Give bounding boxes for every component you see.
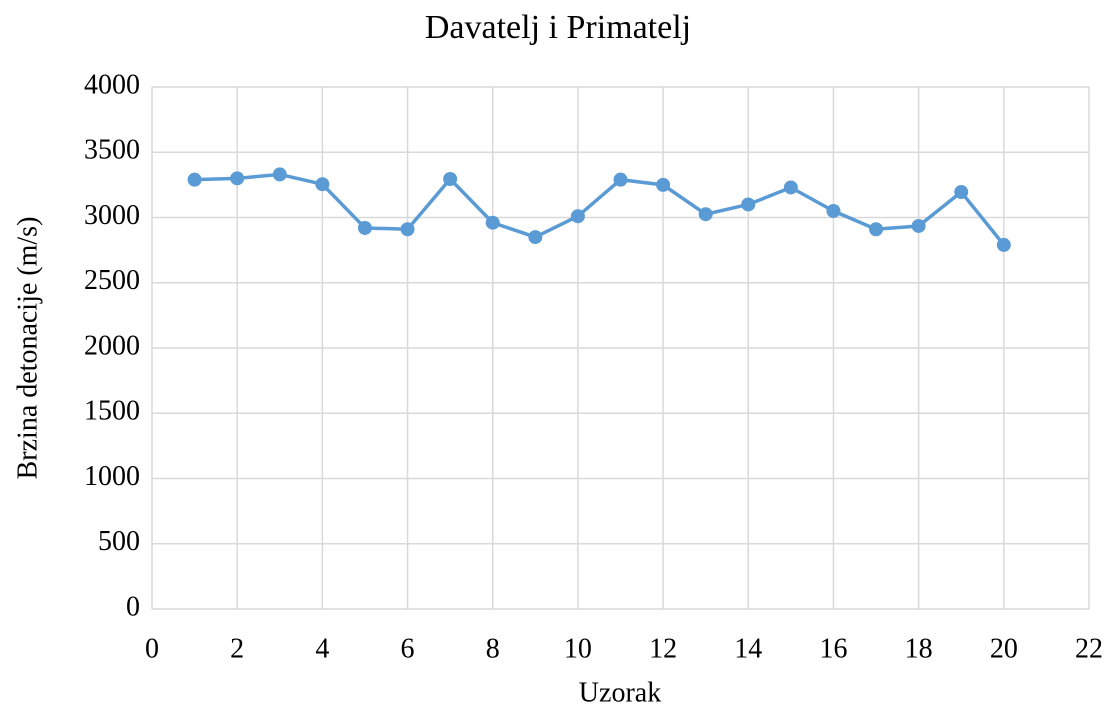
y-tick-label: 3500 bbox=[84, 135, 140, 166]
data-point bbox=[698, 207, 713, 222]
data-point bbox=[954, 185, 969, 200]
series-line bbox=[194, 172, 1006, 247]
x-axis-label: Uzorak bbox=[579, 677, 661, 708]
x-tick-label: 16 bbox=[819, 633, 847, 664]
data-point bbox=[357, 220, 372, 235]
data-point bbox=[570, 209, 585, 224]
data-point bbox=[783, 180, 798, 195]
data-point bbox=[443, 172, 458, 187]
x-tick-label: 18 bbox=[905, 633, 933, 664]
x-tick-label: 14 bbox=[734, 633, 762, 664]
y-tick-label: 500 bbox=[98, 526, 140, 557]
x-tick-label: 2 bbox=[230, 633, 244, 664]
data-point bbox=[528, 230, 543, 245]
x-tick-label: 8 bbox=[486, 633, 500, 664]
x-tick-label: 6 bbox=[401, 633, 415, 664]
data-point bbox=[315, 177, 330, 192]
data-point bbox=[996, 237, 1011, 252]
data-point bbox=[911, 218, 926, 233]
data-point bbox=[869, 222, 884, 237]
y-tick-label: 2500 bbox=[84, 265, 140, 296]
data-point bbox=[826, 203, 841, 218]
data-point bbox=[230, 171, 245, 186]
data-point bbox=[741, 197, 756, 212]
y-tick-label: 1000 bbox=[84, 461, 140, 492]
x-tick-label: 10 bbox=[564, 633, 592, 664]
y-tick-label: 3000 bbox=[84, 200, 140, 231]
data-point bbox=[187, 172, 202, 187]
data-point bbox=[400, 222, 415, 237]
x-tick-label: 4 bbox=[315, 633, 329, 664]
y-tick-label: 4000 bbox=[84, 69, 140, 100]
data-point bbox=[613, 172, 628, 187]
x-tick-label: 0 bbox=[145, 633, 159, 664]
chart-title: Davatelj i Primatelj bbox=[425, 9, 691, 46]
y-tick-label: 0 bbox=[126, 591, 140, 622]
data-point bbox=[485, 215, 500, 230]
data-point bbox=[656, 177, 671, 192]
y-tick-label: 2000 bbox=[84, 330, 140, 361]
x-tick-label: 12 bbox=[649, 633, 677, 664]
x-tick-label: 20 bbox=[990, 633, 1018, 664]
y-axis-label: Brzina detonacije (m/s) bbox=[12, 217, 43, 480]
y-tick-label: 1500 bbox=[84, 396, 140, 427]
x-tick-label: 22 bbox=[1075, 633, 1103, 664]
data-point bbox=[272, 167, 287, 182]
